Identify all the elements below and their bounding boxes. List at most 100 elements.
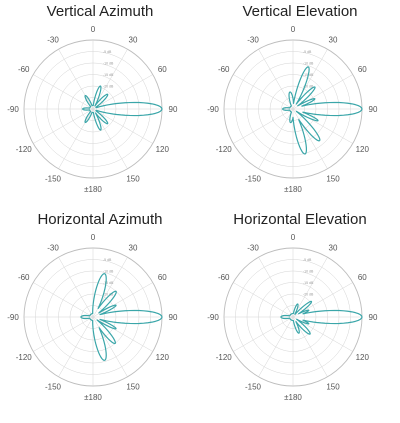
radiation-pattern-trace [80, 273, 163, 361]
angle-tick-label: 150 [326, 382, 340, 391]
chart-title: Horizontal Elevation [233, 211, 367, 228]
grid-spoke [258, 108, 294, 169]
grid-spoke [33, 74, 94, 110]
grid-spoke [92, 49, 128, 110]
angle-tick-label: -150 [45, 382, 62, 391]
angle-tick-label: ±180 [84, 393, 102, 402]
angle-tick-label: -90 [7, 105, 19, 114]
angle-tick-label: -90 [207, 313, 219, 322]
grid-spoke [33, 316, 94, 352]
radiation-pattern-trace [82, 85, 163, 131]
radial-label: -20 dB [103, 293, 114, 297]
grid-spoke [33, 282, 94, 318]
angle-tick-label: 0 [291, 25, 296, 34]
grid-spoke [233, 74, 294, 110]
grid-spoke [92, 74, 153, 110]
radial-label: -15 dB [103, 73, 114, 77]
angle-tick-label: -30 [47, 36, 59, 45]
radial-label: -15 dB [303, 281, 314, 285]
grid-spoke [258, 316, 294, 377]
vertical-azimuth-panel: Vertical Azimuth 0 30 60 90 120 150 ±180 -150 -1… [0, 0, 200, 211]
radial-label: -20 dB [303, 85, 314, 89]
angle-tick-label: 120 [156, 353, 170, 362]
polar-chart: 0 30 60 90 120 150 ±180 -150 -120 -90 -60 -30 -5 dB -… [7, 25, 178, 194]
angle-tick-label: -60 [218, 65, 230, 74]
polar-chart: 0 30 60 90 120 150 ±180 -150 -120 -90 -60 -30 -5 dB -… [207, 233, 378, 402]
angle-tick-label: ±180 [284, 185, 302, 194]
grid-spoke [58, 316, 94, 377]
polar-chart: 0 30 60 90 120 150 ±180 -150 -120 -90 -60 -30 -5 dB -… [7, 233, 178, 402]
grid-spoke [233, 108, 294, 144]
horizontal-elevation-panel: Horizontal Elevation 0 30 60 90 120 150 ±180 -1… [200, 208, 400, 419]
radial-label: -10 dB [103, 62, 114, 66]
angle-tick-label: -30 [47, 244, 59, 253]
angle-tick-label: 0 [91, 25, 96, 34]
radial-label: -5 dB [303, 50, 312, 54]
radiation-pattern-trace [282, 66, 363, 155]
angle-tick-label: -120 [216, 353, 233, 362]
angle-tick-label: 30 [329, 36, 338, 45]
angle-tick-label: 150 [126, 174, 140, 183]
angle-tick-label: -60 [18, 273, 30, 282]
grid-spoke [233, 316, 294, 352]
chart-title: Vertical Elevation [242, 3, 358, 20]
angle-tick-label: 90 [169, 105, 178, 114]
angle-tick-label: -150 [245, 174, 262, 183]
angle-tick-label: ±180 [284, 393, 302, 402]
grid-spoke [92, 316, 153, 352]
angle-tick-label: -30 [247, 36, 259, 45]
angle-tick-label: 60 [158, 65, 167, 74]
radial-label: -5 dB [103, 50, 112, 54]
grid-spoke [58, 49, 94, 110]
radial-label: -10 dB [303, 270, 314, 274]
horizontal-azimuth-panel: Horizontal Azimuth 0 30 60 90 120 150 ±180 -150… [0, 208, 200, 419]
angle-tick-label: -120 [16, 353, 33, 362]
angle-tick-label: 120 [356, 145, 370, 154]
angle-tick-label: -150 [45, 174, 62, 183]
angle-tick-label: -120 [16, 145, 33, 154]
radial-label: -10 dB [103, 270, 114, 274]
angle-tick-label: 30 [129, 244, 138, 253]
angle-tick-label: 60 [158, 273, 167, 282]
angle-tick-label: 150 [326, 174, 340, 183]
polar-chart: 0 30 60 90 120 150 ±180 -150 -120 -90 -60 -30 -5 dB -… [207, 25, 378, 194]
angle-tick-label: -120 [216, 145, 233, 154]
grid-spoke [258, 257, 294, 318]
chart-title: Horizontal Azimuth [37, 211, 163, 228]
angle-tick-label: -60 [18, 65, 30, 74]
grid-spoke [92, 282, 153, 318]
angle-tick-label: 0 [91, 233, 96, 242]
vertical-elevation-panel: Vertical Elevation 0 30 60 90 120 150 ±180 -150… [200, 0, 400, 211]
grid-spoke [92, 108, 153, 144]
angle-tick-label: ±180 [84, 185, 102, 194]
radial-label: -20 dB [303, 293, 314, 297]
angle-tick-label: -150 [245, 382, 262, 391]
angle-tick-label: -30 [247, 244, 259, 253]
angle-tick-label: 30 [129, 36, 138, 45]
angle-tick-label: 90 [369, 105, 378, 114]
angle-tick-label: 60 [358, 273, 367, 282]
grid-spoke [92, 316, 128, 377]
grid-spoke [58, 257, 94, 318]
angle-tick-label: -60 [218, 273, 230, 282]
angle-tick-label: 120 [356, 353, 370, 362]
grid-spoke [58, 108, 94, 169]
angle-tick-label: 150 [126, 382, 140, 391]
radial-label: -15 dB [103, 281, 114, 285]
radial-label: -5 dB [303, 258, 312, 262]
grid-spoke [258, 49, 294, 110]
radiation-pattern-trace [280, 300, 363, 335]
grid-spoke [33, 108, 94, 144]
angle-tick-label: -90 [7, 313, 19, 322]
angle-tick-label: 0 [291, 233, 296, 242]
angle-tick-label: 120 [156, 145, 170, 154]
radial-label: -10 dB [303, 62, 314, 66]
angle-tick-label: -90 [207, 105, 219, 114]
angle-tick-label: 90 [169, 313, 178, 322]
angle-tick-label: 60 [358, 65, 367, 74]
angle-tick-label: 30 [329, 244, 338, 253]
angle-tick-label: 90 [369, 313, 378, 322]
grid-spoke [292, 257, 328, 318]
chart-title: Vertical Azimuth [46, 3, 154, 20]
radial-label: -5 dB [103, 258, 112, 262]
